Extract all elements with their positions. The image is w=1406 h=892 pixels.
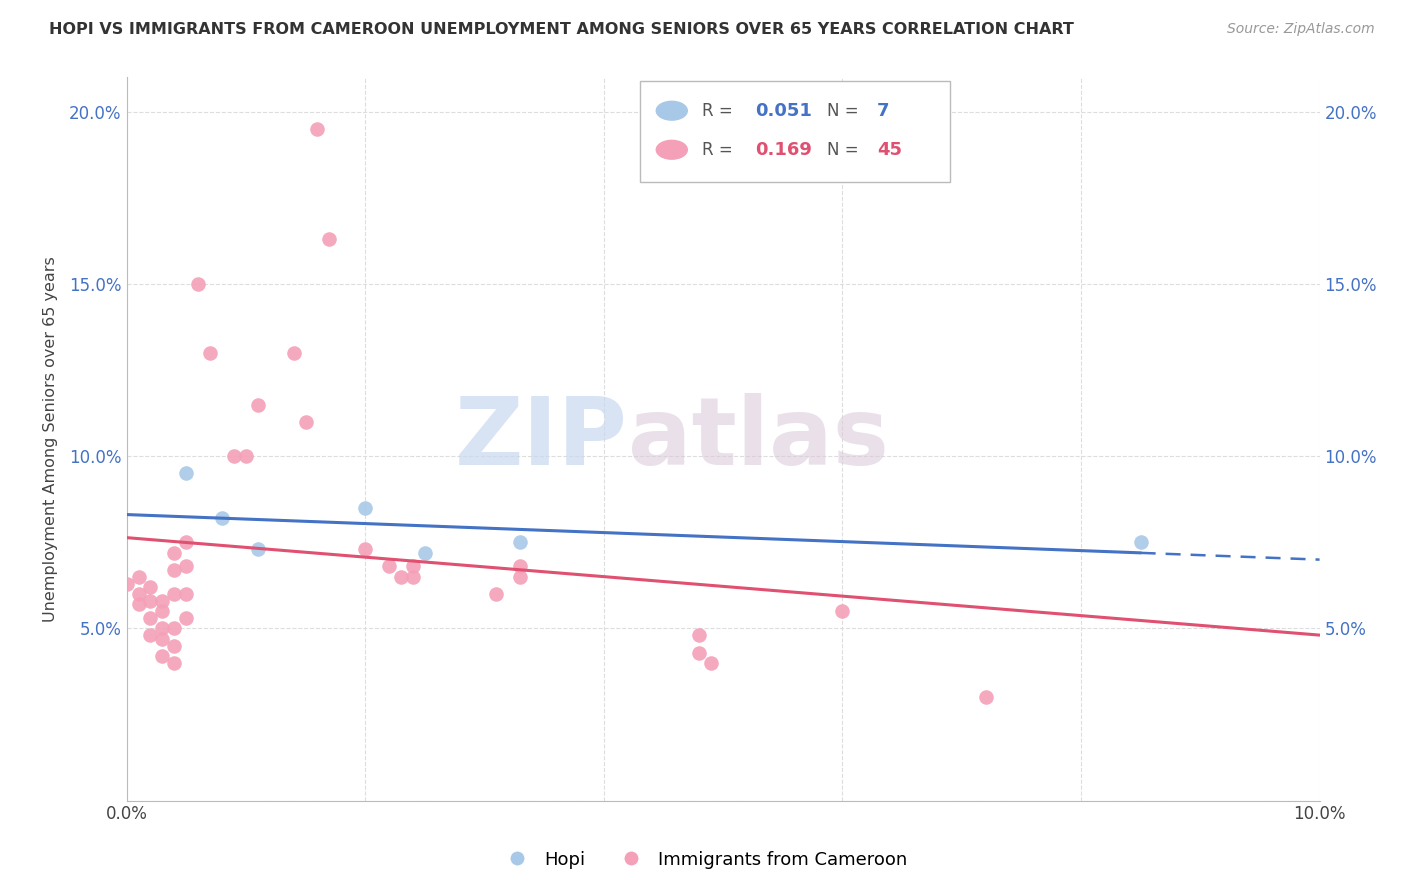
Text: Source: ZipAtlas.com: Source: ZipAtlas.com — [1227, 22, 1375, 37]
Point — [688, 646, 710, 660]
Point — [150, 594, 173, 608]
Point — [174, 559, 197, 574]
Point — [831, 604, 853, 618]
Point — [163, 622, 186, 636]
Point — [402, 559, 425, 574]
Text: 0.051: 0.051 — [755, 102, 813, 120]
Point — [485, 587, 508, 601]
Point — [150, 622, 173, 636]
Point — [128, 570, 150, 584]
Point — [974, 690, 997, 705]
Point — [115, 576, 138, 591]
Point — [1129, 535, 1152, 549]
Point — [174, 535, 197, 549]
Point — [283, 346, 305, 360]
Point — [246, 542, 269, 557]
Point — [174, 467, 197, 481]
Point — [235, 449, 257, 463]
Point — [246, 398, 269, 412]
Point — [378, 559, 401, 574]
Point — [163, 563, 186, 577]
Point — [198, 346, 221, 360]
Point — [128, 587, 150, 601]
Y-axis label: Unemployment Among Seniors over 65 years: Unemployment Among Seniors over 65 years — [44, 256, 58, 622]
Text: N =: N = — [827, 141, 859, 159]
Text: 0.169: 0.169 — [755, 141, 813, 159]
Point — [163, 546, 186, 560]
Point — [139, 628, 162, 642]
Text: R =: R = — [702, 141, 733, 159]
Point — [318, 232, 340, 246]
Point — [294, 415, 316, 429]
Text: HOPI VS IMMIGRANTS FROM CAMEROON UNEMPLOYMENT AMONG SENIORS OVER 65 YEARS CORREL: HOPI VS IMMIGRANTS FROM CAMEROON UNEMPLO… — [49, 22, 1074, 37]
Point — [163, 639, 186, 653]
Point — [163, 587, 186, 601]
Point — [150, 632, 173, 646]
Text: R =: R = — [702, 102, 733, 120]
Point — [150, 648, 173, 663]
Point — [139, 611, 162, 625]
FancyBboxPatch shape — [640, 81, 950, 182]
Text: atlas: atlas — [627, 393, 889, 485]
Point — [354, 542, 377, 557]
Point — [174, 611, 197, 625]
Point — [174, 587, 197, 601]
Point — [509, 570, 531, 584]
Circle shape — [657, 140, 688, 159]
Point — [139, 580, 162, 594]
Text: 7: 7 — [877, 102, 890, 120]
Point — [389, 570, 412, 584]
Point — [307, 122, 329, 136]
Point — [413, 546, 436, 560]
Text: N =: N = — [827, 102, 859, 120]
Text: 45: 45 — [877, 141, 903, 159]
Point — [700, 656, 723, 670]
Point — [150, 604, 173, 618]
Point — [402, 570, 425, 584]
Point — [509, 559, 531, 574]
Point — [222, 449, 245, 463]
Point — [688, 628, 710, 642]
Point — [187, 277, 209, 291]
Circle shape — [657, 102, 688, 120]
Point — [139, 594, 162, 608]
Point — [211, 511, 233, 525]
Point — [354, 500, 377, 515]
Text: ZIP: ZIP — [454, 393, 627, 485]
Point — [509, 535, 531, 549]
Point — [163, 656, 186, 670]
Legend: Hopi, Immigrants from Cameroon: Hopi, Immigrants from Cameroon — [492, 844, 914, 876]
Point — [128, 597, 150, 611]
